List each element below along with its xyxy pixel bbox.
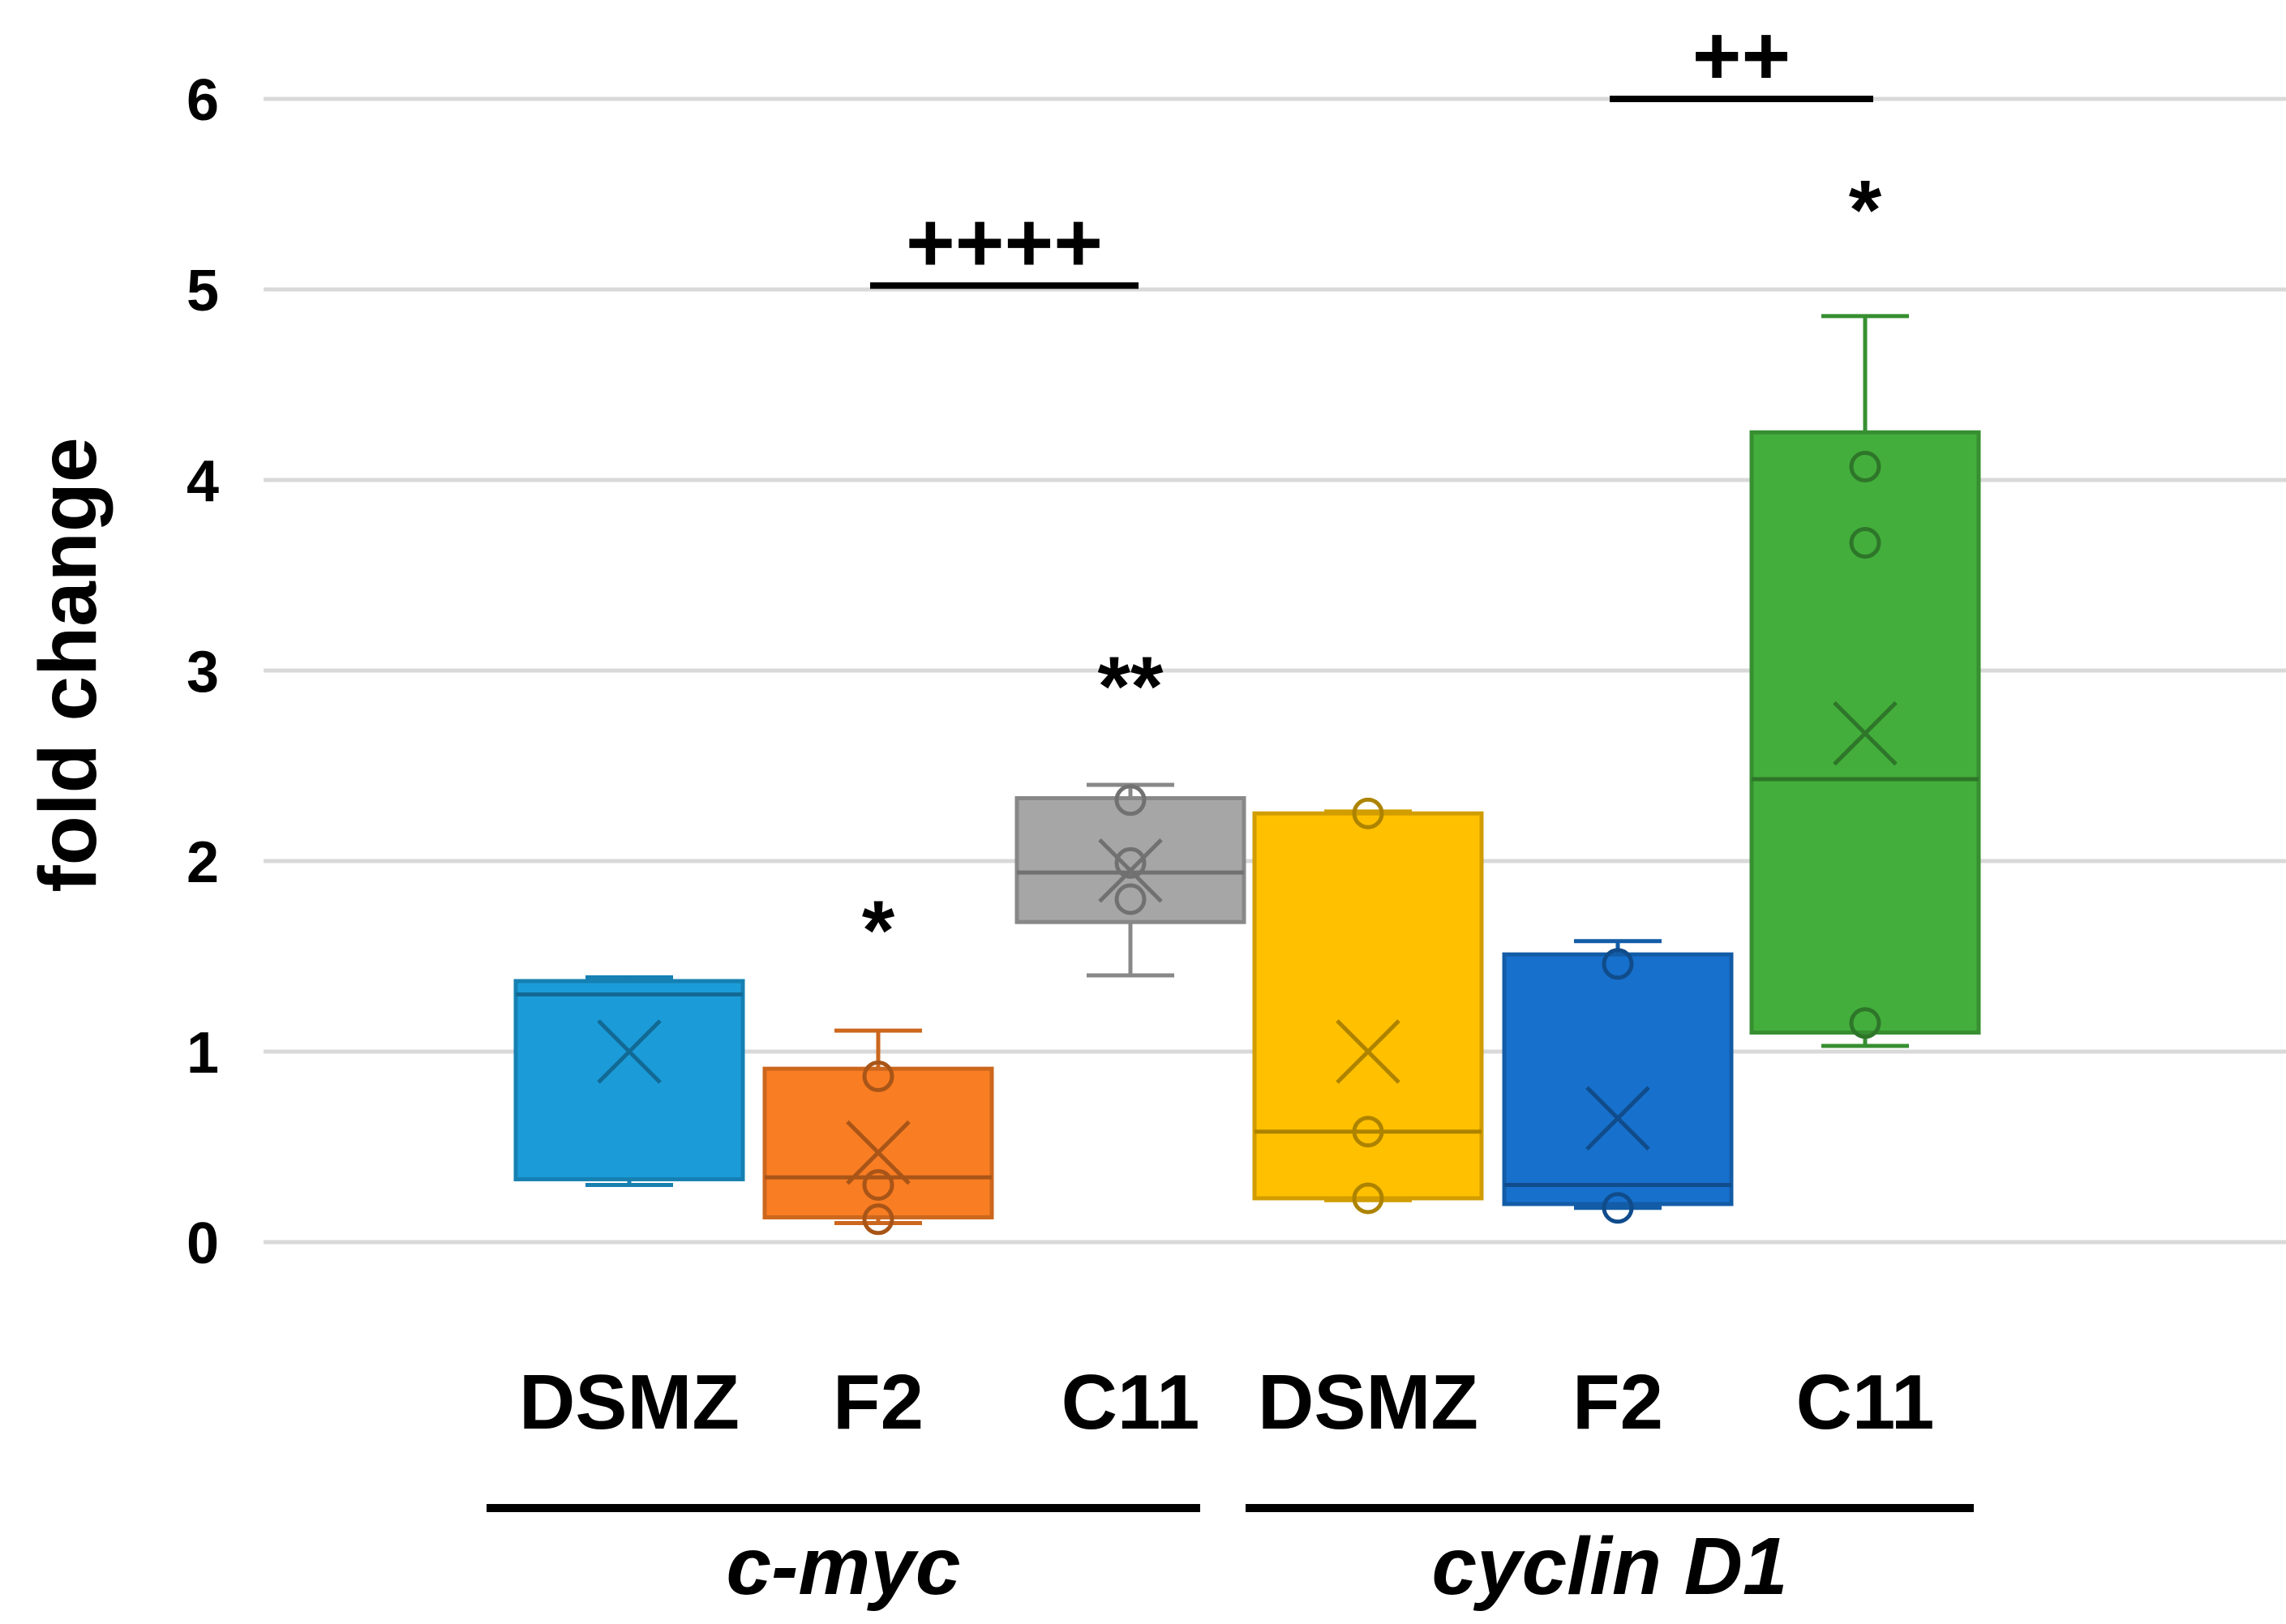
data-point <box>1849 1007 1881 1039</box>
significance-marker: ** <box>1098 640 1164 734</box>
box-c-myc-C11 <box>1014 782 1246 978</box>
data-point <box>1352 1116 1384 1148</box>
y-tick-label-0: 0 <box>187 1211 219 1276</box>
y-tick-label-5: 5 <box>187 259 219 324</box>
x-category-label: F2 <box>833 1359 924 1446</box>
comparison-bracket-label: ++ <box>1692 9 1791 103</box>
data-point <box>1114 784 1147 816</box>
mean-marker <box>597 1019 662 1084</box>
box-iqr <box>1252 811 1484 1201</box>
box-cyclin-D1-C11 <box>1749 314 1981 1048</box>
x-category-label: DSMZ <box>519 1359 740 1446</box>
box-iqr <box>1014 795 1246 924</box>
box-iqr <box>762 1066 994 1219</box>
group-label: cyclin D1 <box>1431 1521 1787 1612</box>
box-c-myc-F2 <box>762 1028 994 1236</box>
significance-marker: * <box>1849 164 1882 258</box>
y-tick-label-1: 1 <box>187 1021 219 1086</box>
group-label: c-myc <box>726 1521 960 1612</box>
x-category-label: F2 <box>1572 1359 1663 1446</box>
data-point <box>1602 1192 1634 1224</box>
y-axis-title: fold change <box>23 437 114 892</box>
box-iqr <box>1502 952 1734 1206</box>
annotation-layer: ****++++++ <box>862 9 1882 978</box>
box-c-myc-DSMZ <box>513 975 745 1187</box>
data-point <box>862 1203 894 1236</box>
y-tick-label-2: 2 <box>187 830 219 895</box>
y-tick-label-6: 6 <box>187 68 219 133</box>
y-tick-label-3: 3 <box>187 640 219 705</box>
data-point <box>1352 797 1384 829</box>
mean-marker <box>1585 1086 1650 1151</box>
significance-marker: * <box>862 884 895 978</box>
x-category-label: DSMZ <box>1258 1359 1478 1446</box>
data-point <box>862 1169 894 1201</box>
data-point <box>1352 1182 1384 1215</box>
mean-marker <box>1336 1019 1400 1084</box>
box-layer <box>513 314 1981 1236</box>
y-tick-label-4: 4 <box>187 449 219 514</box>
box-cyclin-D1-F2 <box>1502 939 1734 1224</box>
data-point <box>862 1061 894 1093</box>
data-point <box>1602 948 1634 980</box>
data-point <box>1114 846 1147 879</box>
data-point <box>1849 527 1881 559</box>
x-axis-layer: DSMZ F2 C11 DSMZ F2 C11 c-myc cyclin D1 <box>487 1359 1974 1612</box>
box-cyclin-D1-DSMZ <box>1252 797 1484 1215</box>
mean-marker <box>846 1120 911 1185</box>
x-category-label: C11 <box>1796 1359 1935 1446</box>
mean-marker <box>1098 838 1163 903</box>
comparison-bracket-label: ++++ <box>906 195 1103 289</box>
data-point <box>1849 451 1881 483</box>
mean-marker <box>1833 701 1898 766</box>
x-category-label: C11 <box>1062 1359 1200 1446</box>
data-point <box>1114 883 1147 915</box>
box-iqr <box>513 979 745 1181</box>
